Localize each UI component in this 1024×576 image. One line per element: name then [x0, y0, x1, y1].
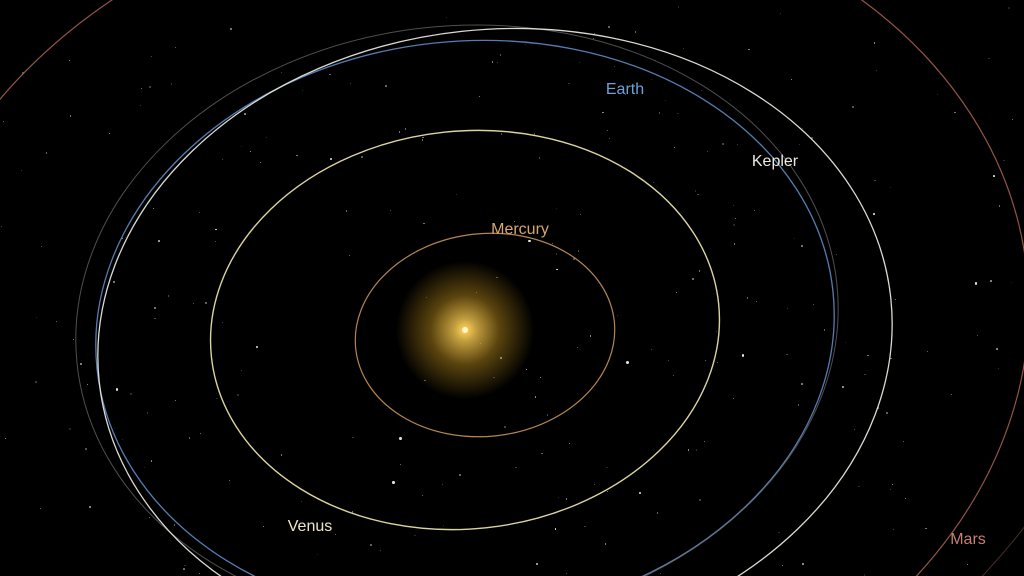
label-mercury: Mercury: [491, 221, 549, 239]
orbit-mars: [0, 0, 1024, 576]
label-kepler: Kepler: [752, 153, 798, 171]
orbit-outer: [0, 0, 1024, 576]
orbit-mercury: [345, 221, 625, 450]
label-venus: Venus: [288, 518, 332, 536]
orbit-earth: [67, 4, 863, 576]
label-mars: Mars: [950, 531, 986, 549]
orbit-kepler-grey: [46, 0, 868, 576]
orbit-kepler: [67, 0, 924, 576]
orbits-layer: [0, 0, 1024, 576]
label-earth: Earth: [606, 81, 644, 99]
orbit-venus: [191, 106, 740, 555]
solar-system-diagram: Mercury Venus Earth Kepler Mars: [0, 0, 1024, 576]
